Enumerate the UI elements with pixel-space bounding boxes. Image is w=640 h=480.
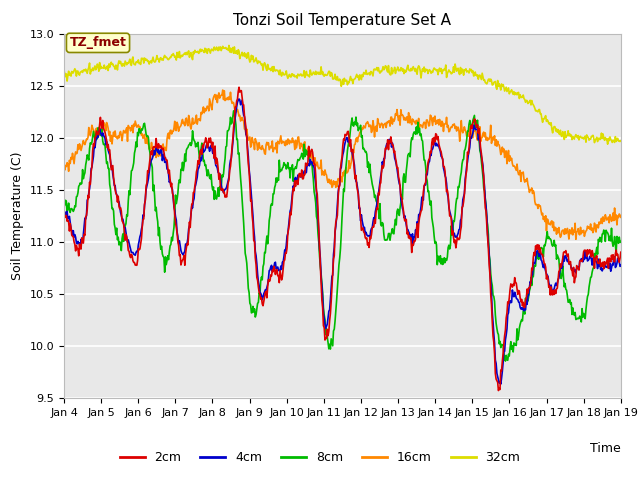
4cm <box>235 96 243 102</box>
4cm <box>617 262 625 268</box>
Text: Time: Time <box>590 442 621 455</box>
32cm <box>70 68 78 73</box>
Line: 2cm: 2cm <box>64 87 621 391</box>
2cm <box>127 252 135 257</box>
32cm <box>428 71 435 76</box>
32cm <box>411 68 419 74</box>
8cm <box>127 168 135 174</box>
Legend: 2cm, 4cm, 8cm, 16cm, 32cm: 2cm, 4cm, 8cm, 16cm, 32cm <box>115 446 525 469</box>
2cm <box>235 84 243 90</box>
16cm <box>428 113 435 119</box>
16cm <box>219 87 227 93</box>
4cm <box>497 381 504 387</box>
2cm <box>617 249 625 255</box>
2cm <box>214 158 221 164</box>
32cm <box>60 68 68 73</box>
8cm <box>617 239 625 244</box>
4cm <box>411 234 419 240</box>
8cm <box>214 192 221 198</box>
Line: 8cm: 8cm <box>64 111 621 361</box>
8cm <box>502 358 509 364</box>
16cm <box>411 119 419 124</box>
16cm <box>184 123 192 129</box>
16cm <box>572 237 580 242</box>
16cm <box>60 163 68 168</box>
8cm <box>184 144 192 150</box>
2cm <box>411 239 419 244</box>
2cm <box>70 239 78 245</box>
4cm <box>70 234 78 240</box>
32cm <box>604 141 611 147</box>
4cm <box>428 153 435 158</box>
16cm <box>214 100 221 106</box>
16cm <box>70 161 78 167</box>
8cm <box>60 204 68 209</box>
4cm <box>60 213 68 218</box>
4cm <box>214 165 221 171</box>
32cm <box>225 43 233 48</box>
32cm <box>184 49 192 55</box>
2cm <box>60 207 68 213</box>
16cm <box>617 215 625 220</box>
Text: TZ_fmet: TZ_fmet <box>70 36 127 49</box>
Title: Tonzi Soil Temperature Set A: Tonzi Soil Temperature Set A <box>234 13 451 28</box>
8cm <box>411 129 419 135</box>
8cm <box>230 108 237 114</box>
32cm <box>617 138 625 144</box>
Line: 16cm: 16cm <box>64 90 621 240</box>
2cm <box>184 242 192 248</box>
4cm <box>184 235 192 241</box>
Line: 4cm: 4cm <box>64 99 621 384</box>
Line: 32cm: 32cm <box>64 46 621 144</box>
2cm <box>495 388 502 394</box>
32cm <box>127 62 135 68</box>
16cm <box>127 125 135 131</box>
2cm <box>428 150 435 156</box>
8cm <box>70 207 78 213</box>
4cm <box>127 250 135 255</box>
Y-axis label: Soil Temperature (C): Soil Temperature (C) <box>11 152 24 280</box>
8cm <box>428 198 435 204</box>
32cm <box>214 46 221 52</box>
